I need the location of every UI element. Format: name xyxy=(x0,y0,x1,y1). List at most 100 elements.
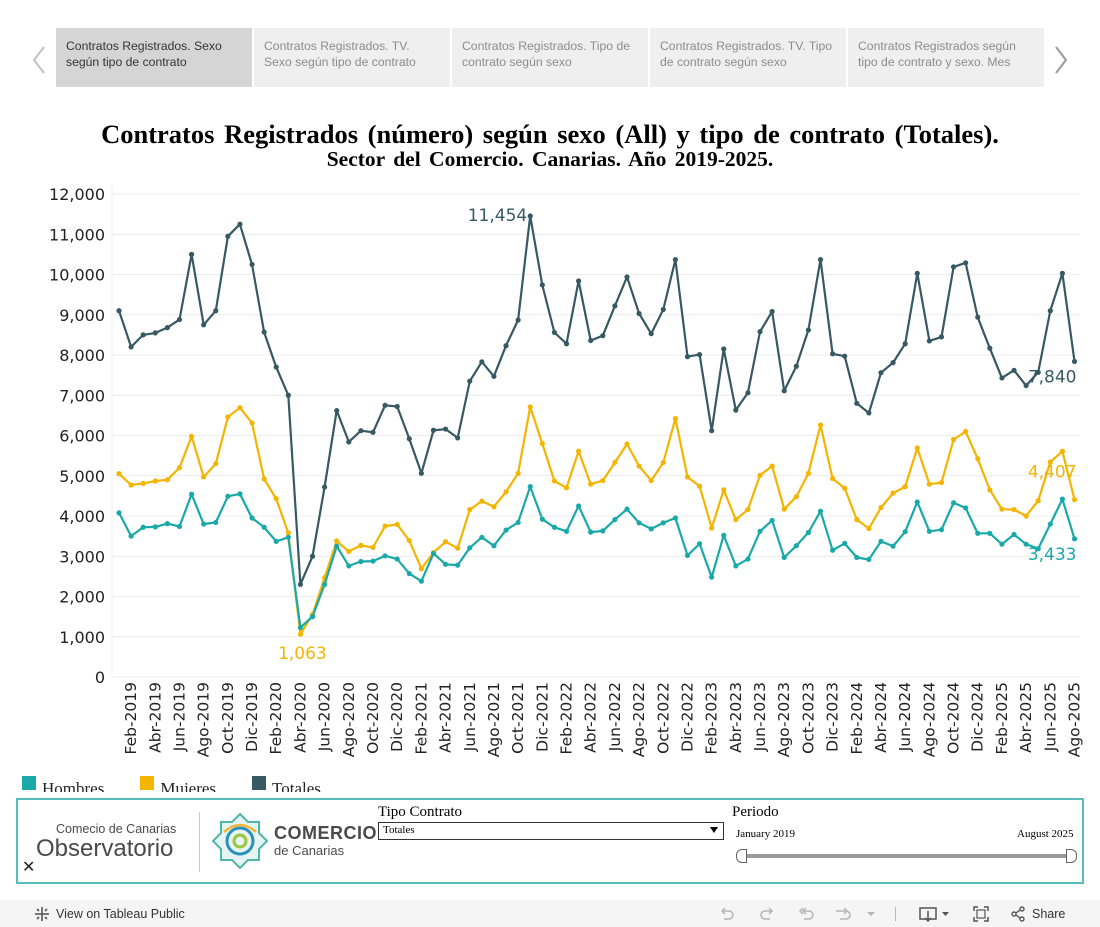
data-point-mujeres xyxy=(830,475,836,482)
data-point-hombres xyxy=(346,563,352,569)
data-point-mujeres xyxy=(334,538,340,544)
x-tick-label: Dic-2022 xyxy=(678,682,696,752)
data-point-mujeres xyxy=(757,472,763,478)
refresh-icon[interactable] xyxy=(834,905,852,923)
series-line-hombres xyxy=(118,485,1076,629)
data-point-hombres xyxy=(479,534,485,540)
data-point-hombres xyxy=(902,529,908,535)
tab-tv-sexo-tipo-contrato[interactable]: Contratos Registrados. TV. Sexo según ti… xyxy=(254,28,450,87)
tab-tipo-contrato-sexo[interactable]: Contratos Registrados. Tipo de contrato … xyxy=(452,28,648,87)
data-point-mujeres xyxy=(624,441,630,447)
x-tick-label: Feb-2022 xyxy=(558,682,576,754)
data-point-hombres xyxy=(660,520,666,526)
close-icon[interactable]: ✕ xyxy=(22,859,36,876)
data-point-totales xyxy=(696,351,703,358)
data-point-totales xyxy=(515,317,521,323)
filter-panel: Comecio de Canarias Observatorio COMERCI… xyxy=(16,798,1084,884)
refresh-menu-chevron-down-icon[interactable] xyxy=(862,905,880,923)
data-point-totales xyxy=(878,370,884,376)
tipo-contrato-label: Tipo Contrato xyxy=(378,804,463,820)
tabs-prev-arrow-icon[interactable] xyxy=(26,40,52,80)
data-point-hombres xyxy=(128,533,134,539)
revert-icon[interactable] xyxy=(798,905,816,923)
data-point-hombres xyxy=(309,614,316,620)
data-point-mujeres xyxy=(636,463,642,469)
data-point-hombres xyxy=(297,624,304,631)
undo-icon[interactable] xyxy=(718,905,736,923)
data-point-hombres xyxy=(999,541,1005,547)
periodo-slider-track[interactable] xyxy=(740,854,1072,858)
data-point-totales xyxy=(914,270,920,276)
legend-label-mujeres: Mujeres xyxy=(160,779,217,792)
data-point-mujeres xyxy=(660,459,666,466)
data-point-hombres xyxy=(975,530,981,536)
view-on-tableau-public-link[interactable]: View on Tableau Public xyxy=(34,906,185,922)
tabs-next-arrow-icon[interactable] xyxy=(1048,40,1074,80)
data-point-mujeres xyxy=(733,517,739,523)
x-tick-label: Abr-2019 xyxy=(146,682,164,753)
data-point-totales xyxy=(757,329,763,335)
data-point-mujeres xyxy=(696,483,703,489)
line-chart[interactable]: 0 1,000 2,000 3,000 4,000 5,000 6,000 7,000 8,00… xyxy=(0,175,1100,770)
chevron-down-icon xyxy=(710,827,718,833)
data-point-hombres xyxy=(854,554,860,561)
data-point-totales xyxy=(140,332,146,338)
x-tick-label: Oct-2021 xyxy=(509,682,527,754)
y-tick-label: 4,000 xyxy=(59,507,105,526)
story-tabs: Contratos Registrados. Sexo según tipo d… xyxy=(56,28,1044,87)
y-tick-label: 1,000 xyxy=(59,628,105,647)
data-point-mujeres xyxy=(588,481,594,487)
data-point-totales xyxy=(1023,382,1029,389)
data-point-totales xyxy=(709,428,715,434)
y-tick-label: 8,000 xyxy=(59,346,105,365)
redo-icon[interactable] xyxy=(758,905,776,923)
data-point-totales xyxy=(926,338,932,344)
chart-title-line1: Contratos Registrados (número) según sex… xyxy=(101,119,999,149)
data-point-mujeres xyxy=(140,480,146,486)
series-line-mujeres xyxy=(118,405,1076,636)
data-point-mujeres xyxy=(455,545,461,551)
data-point-hombres xyxy=(334,543,340,549)
data-point-totales xyxy=(503,343,509,349)
data-point-hombres xyxy=(914,499,920,505)
periodo-slider-start-handle[interactable] xyxy=(736,849,747,863)
legend-item-hombres[interactable]: Hombres xyxy=(22,774,104,792)
data-point-totales xyxy=(213,308,219,314)
data-point-totales xyxy=(576,278,582,284)
data-point-totales xyxy=(201,322,207,328)
data-point-totales xyxy=(285,392,291,398)
data-point-mujeres xyxy=(878,504,884,511)
legend-item-totales[interactable]: Totales xyxy=(252,774,321,792)
data-point-mujeres xyxy=(987,487,993,493)
data-point-hombres xyxy=(467,545,473,551)
data-point-hombres xyxy=(757,528,763,534)
fullscreen-icon[interactable] xyxy=(972,905,990,923)
data-point-hombres xyxy=(249,515,255,521)
y-tick-label: 11,000 xyxy=(49,225,105,244)
tipo-contrato-select[interactable]: Totales xyxy=(378,822,724,840)
tab-tipo-contrato-sexo-mes[interactable]: Contratos Registrados según tipo de cont… xyxy=(848,28,1044,87)
legend-item-mujeres[interactable]: Mujeres xyxy=(140,774,216,792)
periodo-slider-end-handle[interactable] xyxy=(1066,849,1077,863)
data-point-hombres xyxy=(878,538,884,544)
x-tick-label: Abr-2023 xyxy=(727,682,745,753)
observatorio-logo: Comecio de Canarias Observatorio xyxy=(36,822,186,862)
x-tick-label: Ago-2019 xyxy=(195,682,213,757)
share-button[interactable]: Share xyxy=(1010,906,1065,922)
x-tick-label: Ago-2020 xyxy=(340,682,358,757)
data-point-hombres xyxy=(455,562,461,568)
share-text: Share xyxy=(1032,907,1066,921)
data-point-hombres xyxy=(1071,536,1078,542)
tab-tv-tipo-contrato-sexo[interactable]: Contratos Registrados. TV. Tipo de contr… xyxy=(650,28,846,87)
data-point-mujeres xyxy=(684,474,691,480)
tab-sexo-tipo-contrato[interactable]: Contratos Registrados. Sexo según tipo d… xyxy=(56,28,252,87)
data-point-totales xyxy=(684,354,691,360)
data-point-hombres xyxy=(285,534,291,540)
x-tick-label: Abr-2020 xyxy=(291,682,309,753)
data-point-mujeres xyxy=(1011,506,1017,513)
download-icon[interactable] xyxy=(918,905,952,923)
data-point-totales xyxy=(418,470,424,476)
data-point-mujeres xyxy=(854,517,860,523)
data-point-totales xyxy=(188,251,195,257)
data-point-hombres xyxy=(188,491,195,497)
